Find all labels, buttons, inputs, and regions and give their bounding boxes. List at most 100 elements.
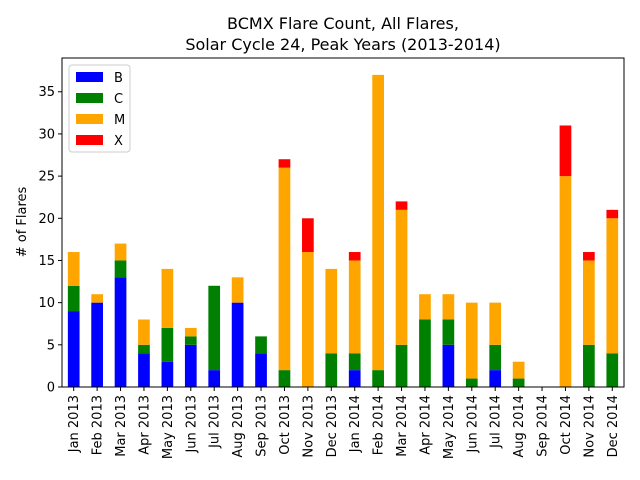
bar-m-3	[138, 319, 150, 345]
bar-m-11	[325, 268, 338, 354]
bar-c-12	[348, 353, 361, 371]
bar-m-15	[419, 294, 431, 320]
x-tick-label-22: Nov 2014	[582, 395, 597, 458]
y-tick-label-2: 10	[38, 296, 55, 311]
x-tick-label-15: Apr 2014	[418, 395, 433, 455]
bar-b-8	[255, 353, 267, 387]
bar-b-16	[442, 344, 455, 387]
bar-c-19	[512, 378, 525, 387]
bar-m-22	[583, 260, 595, 345]
x-tick-label-20: Sep 2014	[536, 395, 551, 457]
x-tick-label-18: Jul 2014	[489, 395, 504, 449]
bar-c-13	[372, 370, 384, 387]
y-tick-label-3: 15	[38, 254, 55, 269]
x-tick-label-16: May 2014	[442, 395, 457, 459]
x-tick-label-23: Dec 2014	[606, 395, 621, 457]
plot-frame	[61, 57, 625, 388]
y-tick-label-6: 30	[38, 127, 55, 142]
chart-title-line-2: Solar Cycle 24, Peak Years (2013-2014)	[185, 35, 500, 54]
bar-m-2	[114, 243, 127, 261]
legend-label-m: M	[114, 113, 125, 128]
bar-x-9	[278, 159, 291, 168]
bar-m-16	[442, 294, 455, 320]
legend-swatch-c	[76, 93, 103, 103]
bar-c-3	[138, 344, 150, 354]
bars-group	[67, 74, 619, 387]
x-tick-label-17: Jun 2014	[465, 395, 480, 454]
bar-b-4	[161, 361, 174, 387]
bar-c-6	[208, 285, 221, 371]
x-tick-label-5: Jun 2013	[184, 395, 199, 454]
bar-m-4	[161, 268, 174, 328]
x-tick-label-2: Mar 2013	[114, 395, 129, 457]
bar-m-7	[231, 277, 244, 303]
bar-m-17	[465, 302, 478, 379]
y-tick-label-1: 5	[47, 338, 55, 353]
legend-frame	[68, 64, 131, 153]
y-tick-label-7: 35	[38, 85, 55, 100]
x-axis: Jan 2013 Feb 2013 Mar 2013 Apr 2013 May 2013…	[67, 387, 621, 459]
bar-c-16	[442, 319, 455, 345]
x-tick-label-12: Jan 2014	[348, 395, 363, 453]
bar-c-4	[161, 327, 174, 362]
x-tick-label-11: Dec 2013	[325, 395, 340, 457]
bar-c-9	[278, 370, 291, 387]
bar-m-23	[606, 218, 619, 354]
bar-m-10	[302, 252, 314, 387]
bar-b-1	[91, 302, 103, 387]
bar-b-12	[348, 370, 361, 387]
y-tick-label-4: 20	[38, 212, 55, 227]
bar-m-18	[489, 302, 502, 345]
x-tick-label-1: Feb 2013	[91, 395, 106, 455]
bar-c-15	[419, 319, 431, 387]
bar-b-7	[231, 302, 244, 387]
bar-x-14	[395, 201, 408, 210]
bar-x-12	[348, 252, 361, 261]
bar-b-0	[67, 311, 80, 387]
bar-m-5	[184, 327, 197, 337]
y-axis-label: # of Flares	[15, 186, 30, 257]
y-tick-label-0: 0	[47, 381, 55, 396]
x-tick-label-0: Jan 2013	[67, 395, 82, 453]
x-tick-label-6: Jul 2013	[208, 395, 223, 449]
legend: BCMX	[68, 64, 131, 153]
bar-b-2	[114, 277, 127, 387]
bar-c-14	[395, 344, 408, 387]
bar-c-22	[583, 344, 595, 387]
bar-m-19	[512, 361, 525, 379]
bar-b-18	[489, 370, 502, 387]
x-tick-label-3: Apr 2013	[137, 395, 152, 455]
bar-c-0	[67, 285, 80, 312]
bar-m-14	[395, 209, 408, 345]
bar-c-5	[184, 336, 197, 345]
y-axis: 0 5 10 15 20 25 30 35	[38, 85, 62, 396]
legend-swatch-m	[76, 114, 103, 124]
bar-x-10	[302, 218, 314, 253]
bar-b-6	[208, 370, 221, 387]
bar-b-3	[138, 353, 150, 387]
legend-swatch-b	[76, 72, 103, 82]
legend-label-c: C	[114, 92, 123, 107]
bar-x-21	[559, 125, 572, 177]
x-tick-label-21: Oct 2014	[559, 395, 574, 455]
x-tick-label-9: Oct 2013	[278, 395, 293, 455]
legend-label-x: X	[114, 134, 123, 149]
x-tick-label-10: Nov 2013	[301, 395, 316, 458]
bar-m-12	[348, 260, 361, 354]
chart-title-line-1: BCMX Flare Count, All Flares,	[227, 14, 459, 33]
x-tick-label-8: Sep 2013	[255, 395, 270, 457]
bar-c-11	[325, 353, 338, 387]
bar-m-13	[372, 74, 384, 371]
bar-c-18	[489, 344, 502, 371]
bar-m-9	[278, 167, 291, 371]
bar-c-8	[255, 336, 267, 354]
bar-m-0	[67, 252, 80, 286]
bar-m-21	[559, 176, 572, 387]
bar-c-23	[606, 353, 619, 387]
bar-m-1	[91, 294, 103, 303]
bar-c-2	[114, 260, 127, 278]
x-tick-label-13: Feb 2014	[372, 395, 387, 455]
y-tick-label-5: 25	[38, 170, 55, 185]
legend-swatch-x	[76, 135, 103, 145]
